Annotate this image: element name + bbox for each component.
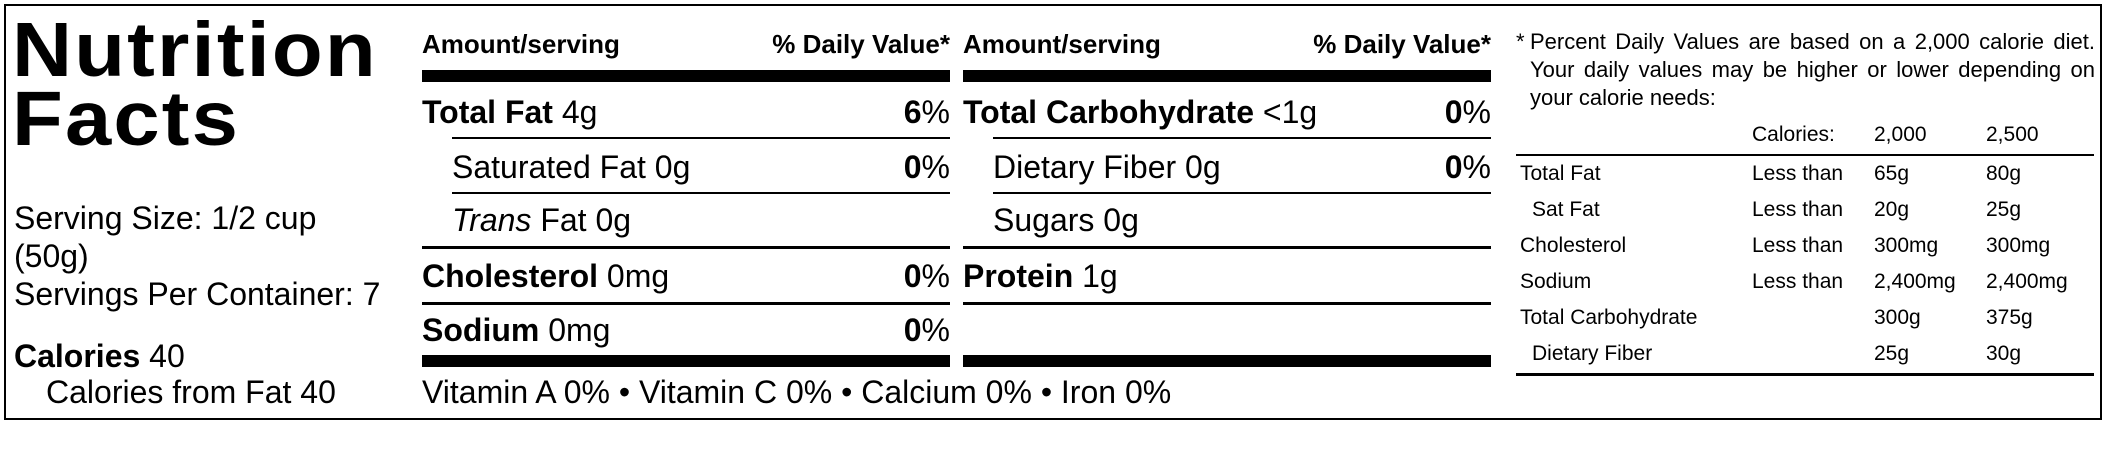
calories-line: Calories 40 [14,338,185,374]
footnote-cal-2500: 2,500 [1986,123,2039,146]
footnote-value-2500: 375g [1986,306,2033,329]
nutrient-name: Protein [963,258,1074,294]
nutrient-amount: <1g [1262,94,1318,130]
medium-rule [422,302,950,305]
medium-rule [963,302,1491,305]
footnote-value-2000: 300mg [1874,234,1939,257]
daily-value: 0 [903,312,922,348]
calories-from-fat: Calories from Fat 40 [46,374,336,410]
nutrient-row-protein: Protein 1g [963,250,1491,302]
nutrient-name: Saturated Fat 0g [452,149,691,185]
nutrient-row-dietary-fiber: Dietary Fiber 0g 0% [963,141,1491,193]
footnote-value-2500: 80g [1986,162,2022,185]
footnote-nutrient: Sodium [1520,270,1592,293]
calories-label: Calories [14,338,141,374]
calories-value: 40 [149,338,185,374]
daily-value: 0 [903,258,922,294]
footnote-nutrient: Total Carbohydrate [1520,306,1698,329]
nutrient-name: Total Carbohydrate [963,94,1254,130]
amount-header: Amount/serving [422,29,620,59]
nutrient-row-sugars: Sugars 0g [963,194,1491,246]
nutrient-amount: 0mg [548,312,611,348]
label-title: Nutrition Facts [12,7,378,162]
thin-rule [993,137,1491,139]
footnote-value-2000: 65g [1874,162,1910,185]
medium-rule [963,246,1491,249]
nutrient-name: Fat 0g [531,202,632,238]
percent-sign: % [921,94,950,130]
footnote-value-2000: 2,400mg [1874,270,1956,293]
footnote-nutrient: Cholesterol [1520,234,1627,257]
serving-size: Serving Size: 1/2 cup [14,200,317,236]
nutrient-row-saturated-fat: Saturated Fat 0g 0% [422,141,950,193]
daily-value: 0 [903,149,922,185]
nutrition-label [4,4,2102,420]
amount-header: Amount/serving [963,29,1161,59]
footnote-value-2500: 2,400mg [1986,270,2068,293]
footnote-limit: Less than [1752,234,1844,257]
footnote-cal-2000: 2,000 [1874,123,1927,146]
footnote-nutrient: Sat Fat [1532,198,1600,221]
nutrient-amount: 4g [561,94,598,130]
footnote-value-2500: 300mg [1986,234,2051,257]
footnote-value-2000: 20g [1874,198,1910,221]
nutrient-row-total-carbohydrate: Total Carbohydrate <1g 0% [963,86,1491,138]
thin-rule [993,192,1491,194]
footnote-value-2000: 25g [1874,342,1910,365]
percent-sign: % [921,312,950,348]
thick-rule [422,355,950,367]
footnote-value-2000: 300g [1874,306,1921,329]
percent-sign: % [921,149,950,185]
column-header: Amount/serving % Daily Value* [422,30,950,58]
thin-rule [452,137,950,139]
daily-value-header: % Daily Value* [772,29,950,59]
column-header: Amount/serving % Daily Value* [963,30,1491,58]
footnote-value-2500: 30g [1986,342,2022,365]
nutrient-name: Sodium [422,312,540,348]
servings-per-container: Servings Per Container: 7 [14,276,381,312]
daily-value: 0 [1444,149,1463,185]
daily-value: 6 [903,94,922,130]
nutrient-name: Dietary Fiber 0g [993,149,1221,185]
footnote-text: Percent Daily Values are based on a 2,00… [1530,29,2095,110]
daily-value: 0 [1444,94,1463,130]
footnote-limit: Less than [1752,162,1844,185]
footnote-value-2500: 25g [1986,198,2022,221]
vitamins-line: Vitamin A 0% • Vitamin C 0% • Calcium 0%… [422,374,1172,410]
thick-rule [963,70,1491,82]
thick-rule [963,355,1491,367]
footnote-nutrient: Total Fat [1520,162,1601,185]
footnote-star: * [1516,29,1525,54]
footnote-limit: Less than [1752,198,1844,221]
percent-sign: % [1462,94,1491,130]
nutrient-amount: 1g [1082,258,1118,294]
nutrient-row-trans-fat: Trans Fat 0g [422,194,950,246]
thin-rule [452,192,950,194]
footnote-nutrient: Dietary Fiber [1532,342,1653,365]
thick-rule [422,70,950,82]
title-line-2: Facts [12,76,241,162]
medium-rule [422,246,950,249]
nutrient-name: Total Fat [422,94,553,130]
nutrient-row-cholesterol: Cholesterol 0mg 0% [422,250,950,302]
footnote-calories-label: Calories: [1752,123,1835,146]
footnote-rule [1516,154,2094,156]
nutrient-name-italic: Trans [452,202,532,238]
serving-size-grams: (50g) [14,238,89,274]
footnote-limit: Less than [1752,270,1844,293]
footnote-bottom-rule [1516,373,2094,376]
nutrient-row-total-fat: Total Fat 4g 6% [422,86,950,138]
daily-value-header: % Daily Value* [1313,29,1491,59]
title-line-1: Nutrition [12,7,378,93]
percent-sign: % [1462,149,1491,185]
nutrient-row-sodium: Sodium 0mg 0% [422,304,950,356]
percent-sign: % [921,258,950,294]
nutrient-amount: 0mg [606,258,670,294]
nutrient-name: Sugars 0g [993,202,1139,238]
nutrient-name: Cholesterol [422,258,599,294]
